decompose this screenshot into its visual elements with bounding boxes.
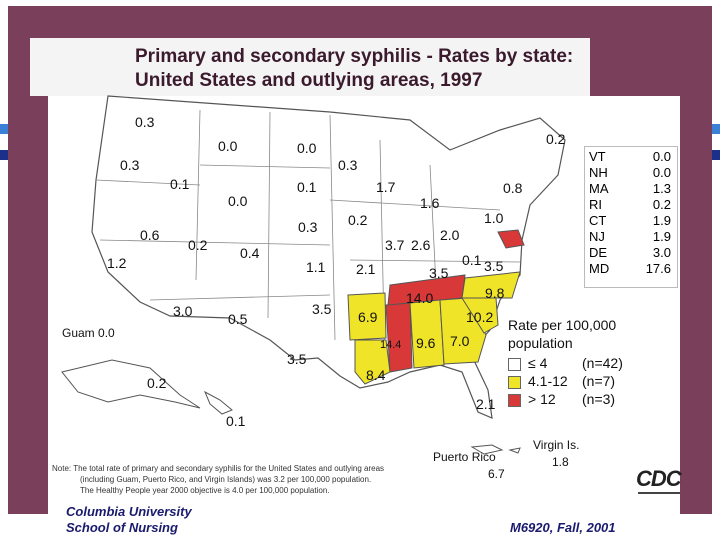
rate-label: 0.1 [297,179,317,195]
map-title-line2: United States and outlying areas, 1997 [135,70,483,91]
puerto-rico-rate: 6.7 [488,467,505,481]
rate-label: 1.6 [420,195,440,211]
rate-label: 3.5 [287,351,307,367]
rate-label: 1.1 [306,259,326,275]
legend-count-high: (n=3) [582,391,616,407]
cdc-logo-underline [638,492,680,494]
rate-label: 0.3 [338,157,358,173]
rate-label: 0.2 [546,131,566,147]
rate-label: 2.1 [356,261,376,277]
mississippi-region [385,302,413,373]
northeast-rates-table: VT NH MA RI CT NJ DE MD 0.0 0.0 1.3 0.2 … [584,146,678,288]
legend-range-high: > 12 [528,391,556,407]
ne-value-column: 0.0 0.0 1.3 0.2 1.9 1.9 3.0 17.6 [645,149,671,276]
rate-label: 0.0 [297,140,317,156]
legend-swatch-mid [508,376,521,389]
rate-label: 1.7 [376,179,396,195]
hawaii-shape [204,390,233,415]
rate-label: 0.3 [135,114,155,130]
rate-label: 0.4 [240,245,260,261]
footer-course: M6920, Fall, 2001 [510,520,616,535]
rate-label: 0.1 [170,176,190,192]
alaska-shape [61,359,201,409]
legend-range-mid: 4.1-12 [528,373,568,389]
rate-label: 9.6 [416,335,436,351]
rate-label: 0.0 [228,193,248,209]
map-title-line1: Primary and secondary syphilis - Rates b… [135,46,574,67]
puerto-rico-label: Puerto Rico [433,450,496,464]
rate-label: 1.2 [107,255,127,271]
alabama-region [409,299,445,369]
rate-label: 0.8 [503,180,523,196]
ne-state-column: VT NH MA RI CT NJ DE MD [589,149,610,276]
louisiana-region [354,339,391,385]
rate-label: 3.5 [429,265,449,281]
legend-title-unit: population [508,335,573,351]
rate-label: 14.4 [380,339,402,351]
rate-label: 2.1 [476,396,496,412]
rate-label: 8.4 [366,367,386,383]
rate-label: 0.2 [188,237,208,253]
rate-label: 2.6 [411,237,431,253]
guam-label: Guam 0.0 [62,326,115,340]
legend-title: Rate per 100,000 [508,317,617,333]
rate-label: 0.1 [462,252,482,268]
virgin-islands-label: Virgin Is. [533,438,580,452]
maryland-region [497,229,525,249]
puerto-rico-shape [470,444,504,455]
contiguous-us-shape [91,95,566,419]
rate-label: 0.6 [140,227,160,243]
virgin-islands-shape [508,447,521,454]
rate-label: 3.5 [484,258,504,274]
rate-label: 2.0 [440,227,460,243]
rate-label: 0.2 [348,212,368,228]
rate-label: 0.5 [228,311,248,327]
legend-swatch-high [508,394,521,407]
rate-label: 10.2 [466,309,494,325]
note-line-1: Note: The total rate of primary and seco… [52,464,385,473]
rate-label: 3.7 [385,237,405,253]
rate-label: 0.0 [218,138,238,154]
legend-count-low: (n=42) [582,355,623,371]
note-line-2: (including Guam, Puerto Rico, and Virgin… [80,475,372,484]
rate-label: 0.2 [147,375,167,391]
rate-label: 6.9 [358,309,378,325]
title-panel [30,38,590,96]
rate-label: 0.3 [298,219,318,235]
footer-school: School of Nursing [66,520,178,535]
north-carolina-region [461,271,521,299]
cdc-logo: CDC [636,466,682,491]
rate-label: 0.3 [120,157,140,173]
rate-label: 3.0 [173,303,193,319]
rate-label: 1.0 [484,210,504,226]
footer-institution: Columbia University [66,504,192,519]
rate-label: 3.5 [312,301,332,317]
rate-label: 14.0 [406,290,434,306]
rate-label: 0.1 [226,413,246,429]
rate-label: 7.0 [450,333,470,349]
rate-label: 9.8 [485,285,505,301]
legend-swatch-low [508,358,521,371]
note-line-3: The Healthy People year 2000 objective i… [80,486,330,495]
arkansas-region [347,292,387,341]
virgin-islands-rate: 1.8 [552,455,569,469]
legend-count-mid: (n=7) [582,373,616,389]
legend-range-low: ≤ 4 [528,355,548,371]
